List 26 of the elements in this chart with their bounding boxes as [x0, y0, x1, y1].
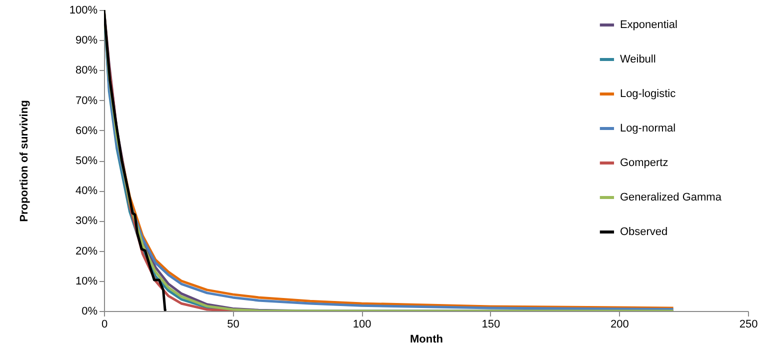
legend-label: Log-normal [620, 122, 676, 134]
y-tick-label: 20% [75, 245, 98, 258]
x-axis-title: Month [410, 334, 444, 346]
x-tick-label: 0 [101, 318, 108, 330]
y-tick-label: 0% [82, 306, 98, 318]
legend-label: Observed [620, 226, 668, 238]
legend-label: Generalized Gamma [620, 192, 722, 204]
legend-label: Exponential [620, 19, 678, 31]
legend-label: Log-logistic [620, 88, 676, 100]
y-tick-label: 80% [75, 64, 98, 77]
y-tick-label: 30% [75, 215, 98, 228]
y-tick-label: 40% [75, 185, 98, 198]
y-tick-label: 70% [75, 94, 98, 107]
x-tick-label: 150 [482, 318, 500, 330]
legend-label: Weibull [620, 54, 656, 66]
x-tick-label: 100 [352, 318, 372, 330]
x-tick-label: 50 [227, 318, 240, 330]
y-tick-label: 60% [75, 124, 98, 137]
y-tick-label: 10% [75, 275, 98, 288]
x-tick-label: 200 [610, 318, 629, 330]
y-tick-label: 90% [75, 34, 98, 47]
x-tick-label: 250 [739, 318, 758, 330]
legend-label: Gompertz [620, 157, 668, 169]
y-tick-label: 100% [69, 4, 98, 16]
y-axis-title: Proportion of surviving [18, 100, 30, 222]
y-tick-label: 50% [75, 155, 98, 167]
